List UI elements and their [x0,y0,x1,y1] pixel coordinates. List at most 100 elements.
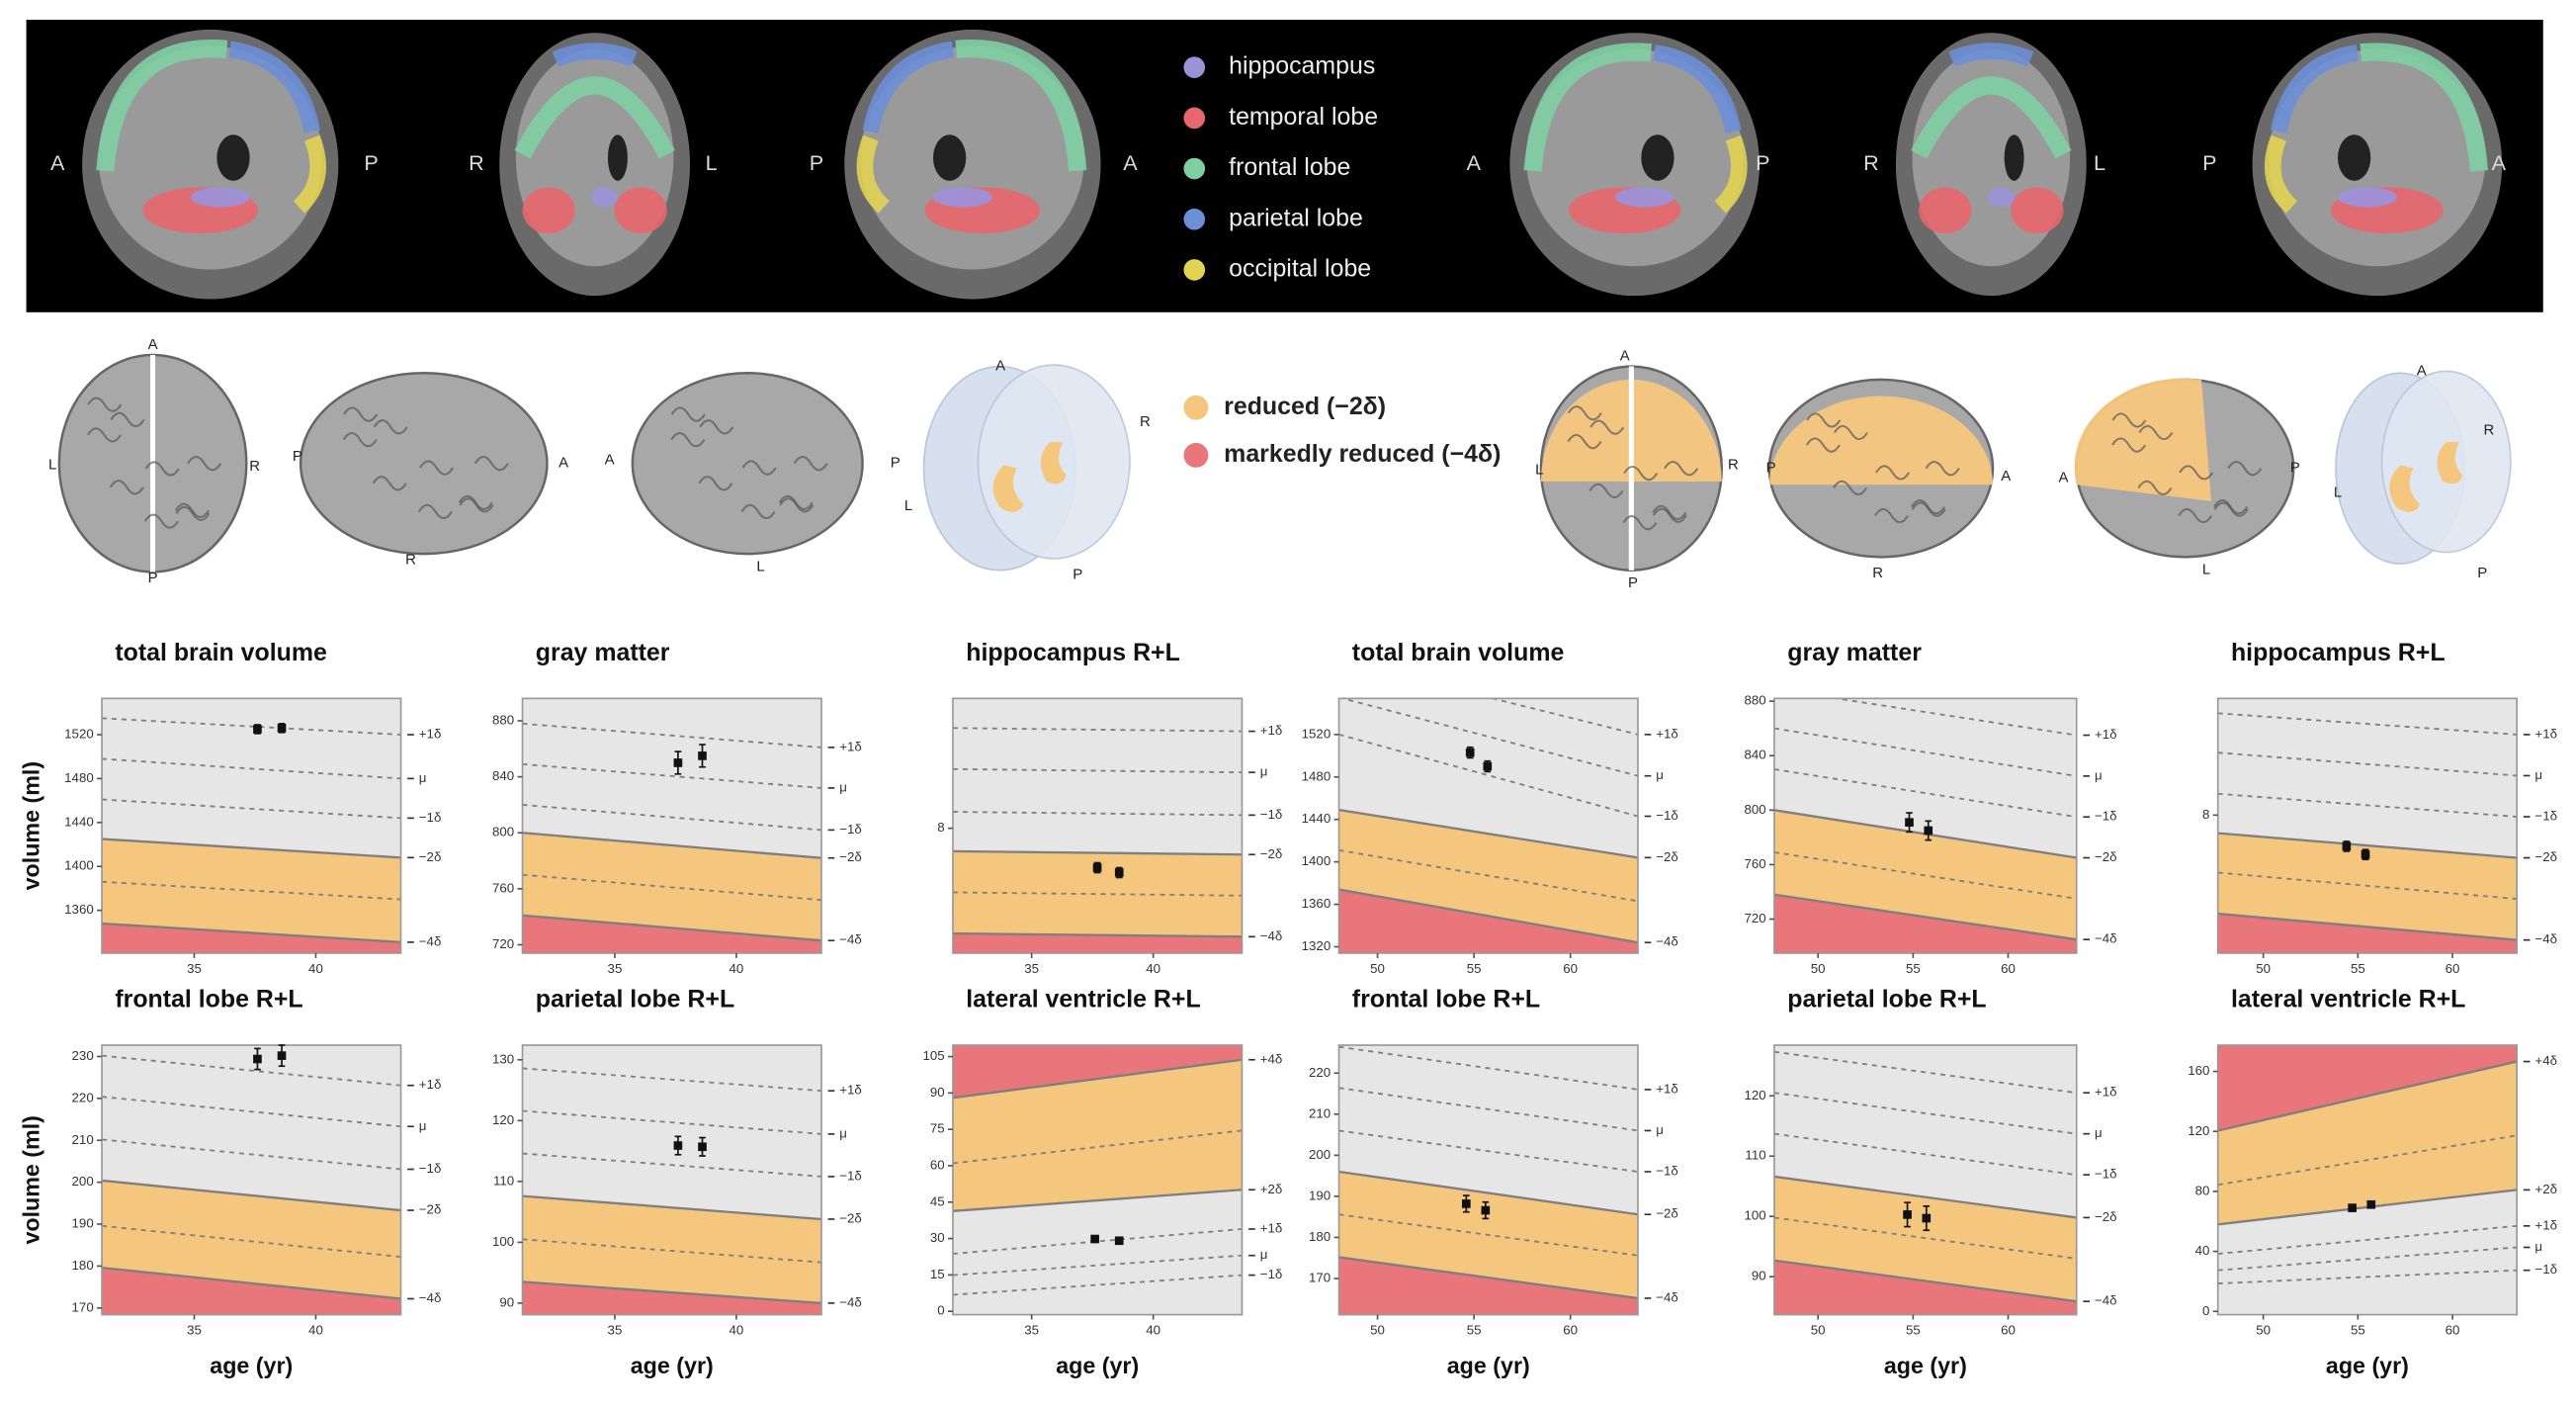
chart [522,698,821,953]
norm-label: −1δ [1260,807,1283,822]
norm-label: −2δ [1260,846,1283,861]
norm-band [1773,1260,2077,1315]
norm-boundary [102,837,401,859]
norm-label: +1δ [2095,727,2117,742]
y-tick-label: 130 [492,1051,514,1066]
gyrus [1925,461,1960,477]
y-tick-label: 90 [1752,1269,1766,1283]
data-point [1090,1234,1099,1244]
plot-frame [101,1044,402,1316]
x-tick-label: 50 [1370,1323,1385,1338]
norm-label: +1δ [839,739,862,753]
chart [102,1045,401,1315]
y-tick-label: 720 [1744,911,1765,925]
y-axis-label: volume (ml) [18,761,43,890]
norm-label: −2δ [2095,1209,2117,1224]
legend-swatch [1183,157,1206,180]
y-tick-label: 760 [1744,856,1765,871]
ventricle [2338,134,2371,181]
occipital-region [1714,134,1748,214]
x-axis-label: age (yr) [1447,1353,1530,1378]
gyrus [473,456,509,472]
chart [2217,698,2518,953]
gyrus [1664,461,1699,477]
y-tick-label: 100 [1744,1208,1765,1223]
y-tick-label: 30 [930,1230,945,1245]
norm-line [102,1054,401,1087]
ventricle [2004,134,2024,181]
chart-title: frontal lobe R+L [115,986,302,1013]
occipital-region [2265,134,2298,214]
norm-label: −4δ [419,933,442,948]
chart-title: frontal lobe R+L [1352,986,1540,1013]
norm-line [2217,792,2518,818]
legend-swatch [1183,395,1209,420]
y-tick-label: 1440 [64,814,94,829]
norm-label: +1δ [1656,1081,1678,1096]
y-tick-label: 210 [72,1132,94,1147]
norm-boundary [102,1266,401,1300]
norm-label: μ [1656,1122,1664,1137]
y-tick-label: 80 [2195,1183,2210,1197]
chart [2217,1045,2518,1315]
data-point [253,1054,262,1064]
mri-slice [499,33,691,297]
gyrus [1806,412,1842,428]
x-tick-label: 55 [1906,961,1921,976]
y-tick-label: 110 [1745,1148,1765,1163]
gyrus [1874,507,1910,524]
norm-band [522,1195,821,1303]
norm-label: −1δ [1656,1164,1678,1179]
gyrus [175,505,211,521]
y-tick-label: 880 [492,713,514,728]
data-point [673,1141,683,1150]
plot-frame [952,1044,1244,1316]
chart [1773,698,2077,953]
norm-band [102,1180,401,1299]
x-tick-label: 35 [1024,1323,1039,1338]
y-tick-label: 200 [1309,1147,1331,1162]
y-tick-label: 800 [492,825,514,839]
norm-label: +4δ [2534,1053,2557,1068]
y-tick-label: 760 [492,880,514,895]
norm-label: −2δ [839,1211,862,1226]
norm-label: +1δ [2534,1217,2557,1232]
parietal-region [2271,44,2360,133]
chart [1338,698,1639,953]
x-tick-label: 55 [1467,961,1482,976]
norm-label: −1δ [419,810,442,825]
temporal-region [1919,187,1972,234]
y-tick-label: 210 [1309,1105,1331,1120]
gyrus [1622,514,1658,531]
plot-frame [1337,1044,1639,1316]
norm-band [522,1045,821,1220]
orientation-label: L [706,150,718,175]
y-tick-label: 90 [499,1294,514,1309]
x-tick-label: 55 [1467,1323,1482,1338]
temporal-region [614,187,667,234]
orientation-label: R [1140,413,1151,430]
orientation-label: P [148,570,158,586]
y-tick-label: 1520 [1302,726,1331,741]
orientation-label: P [810,150,823,175]
gyrus [419,460,455,476]
norm-band [2217,914,2518,953]
norm-label: μ [1260,764,1268,779]
y-tick-label: 45 [930,1193,945,1208]
gyrus [670,406,706,422]
y-tick-label: 110 [493,1173,514,1188]
norm-line [522,873,821,902]
norm-label: +4δ [1260,1051,1283,1066]
norm-line [522,1238,821,1264]
norm-label: −2δ [419,849,442,864]
y-tick-label: 0 [2202,1303,2209,1318]
data-point [2342,841,2352,851]
plot-frame [1337,697,1639,954]
brain-render [1539,365,1724,572]
brain-render [57,353,248,573]
ventricle [216,134,250,181]
gyrus [1875,465,1911,481]
norm-band [952,933,1243,953]
y-tick-label: 120 [492,1112,514,1127]
norm-line [522,762,821,789]
